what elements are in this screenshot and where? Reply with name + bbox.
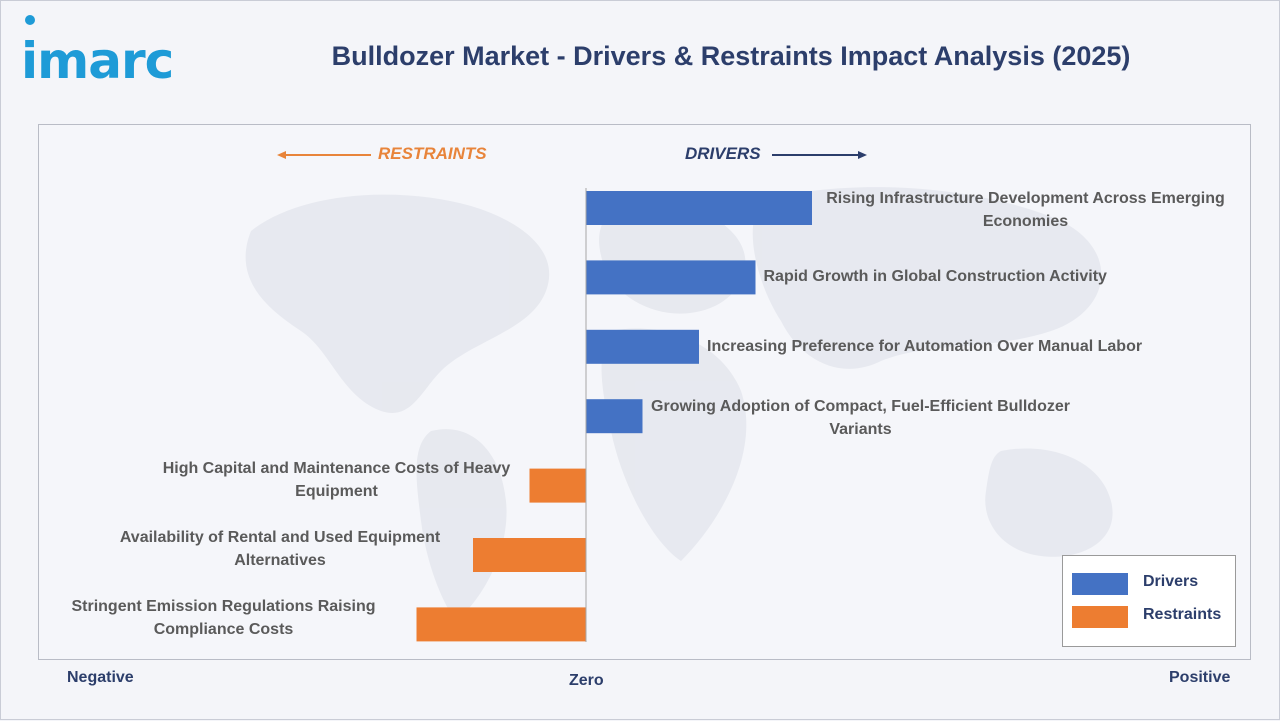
driver-label-0: Rising Infrastructure Development Across… — [826, 190, 1225, 230]
axis-label-zero: Zero — [569, 672, 604, 689]
restraint-bar-1 — [473, 538, 586, 572]
restraint-label-1: Availability of Rental and Used Equipmen… — [119, 529, 441, 569]
legend-swatch-restraints — [1072, 606, 1128, 628]
restraints-arrowhead — [277, 151, 286, 159]
legend-label-restraints: Restraints — [1143, 606, 1222, 623]
world-map-watermark — [245, 187, 1113, 621]
bars-group — [416, 191, 812, 642]
logo-dot — [25, 15, 35, 25]
legend: Drivers Restraints — [1062, 555, 1236, 647]
axis-label-negative: Negative — [67, 669, 134, 686]
driver-bar-1 — [586, 260, 756, 295]
imarc-logo: imarc — [21, 15, 211, 90]
driver-label-2: Increasing Preference for Automation Ove… — [707, 337, 1143, 355]
driver-bar-0 — [586, 191, 812, 225]
restraint-label-0: High Capital and Maintenance Costs of He… — [162, 459, 511, 500]
restraint-bar-0 — [529, 468, 586, 503]
legend-swatch-drivers — [1072, 573, 1128, 595]
drivers-direction-label: DRIVERS — [685, 144, 761, 163]
legend-label-drivers: Drivers — [1143, 573, 1199, 590]
drivers-arrowhead — [858, 151, 867, 159]
restraints-direction-label: RESTRAINTS — [378, 144, 487, 163]
direction-arrows — [277, 151, 867, 159]
driver-label-3: Growing Adoption of Compact, Fuel-Effici… — [651, 398, 1070, 439]
driver-label-1: Rapid Growth in Global Construction Acti… — [763, 268, 1107, 286]
chart-title: Bulldozer Market - Drivers & Restraints … — [331, 41, 1131, 71]
driver-bar-2 — [586, 329, 699, 364]
logo-text: imarc — [21, 32, 174, 90]
restraint-label-2: Stringent Emission Regulations Raising C… — [71, 598, 376, 639]
restraint-bar-2 — [416, 607, 586, 642]
driver-bar-3 — [586, 399, 643, 434]
axis-label-positive: Positive — [1169, 669, 1231, 686]
